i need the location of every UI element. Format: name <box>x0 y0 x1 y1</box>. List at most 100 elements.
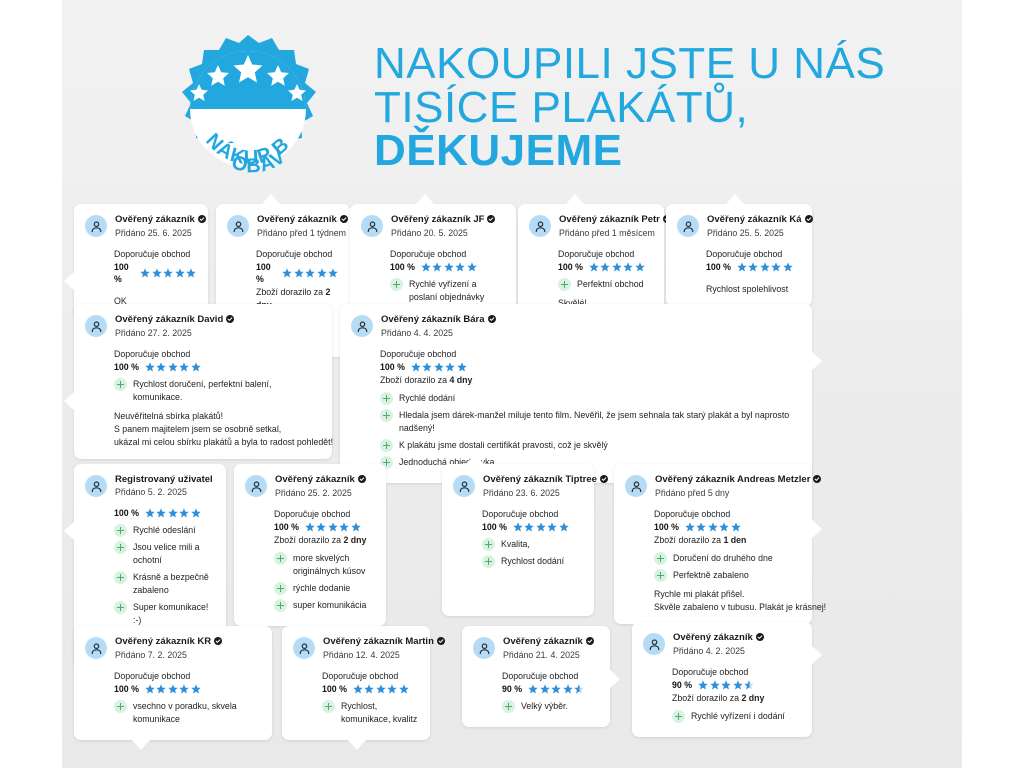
review-card[interactable]: Ověřený zákazník Přidáno 4. 2. 2025 Doporu… <box>632 622 822 737</box>
star-rating <box>282 268 338 278</box>
reviewer-meta: Ověřený zákazník Ká Přidáno 25. 5. 2025 <box>707 214 813 239</box>
user-avatar-icon <box>245 475 267 497</box>
star-icon <box>434 362 444 372</box>
review-card[interactable]: Ověřený zákazník Bára Přidáno 4. 4. 2025 D… <box>340 304 822 483</box>
review-date: Přidáno 5. 2. 2025 <box>115 487 187 497</box>
review-date: Přidáno 20. 5. 2025 <box>391 228 468 238</box>
reviewer-meta: Ověřený zákazník Přidáno 25. 6. 2025 <box>115 214 206 239</box>
rating-percent: 90 % <box>502 684 523 694</box>
star-icon <box>174 268 185 278</box>
review-date: Přidáno 27. 2. 2025 <box>115 328 192 338</box>
review-card[interactable]: Ověřený zákazník Ká Přidáno 25. 5. 2025 Do… <box>666 194 813 306</box>
pro-item: Kvalita, <box>482 538 582 551</box>
user-avatar-icon <box>529 215 551 237</box>
plus-icon <box>390 278 403 291</box>
star-rating <box>737 262 793 272</box>
reviewer-name: Ověřený zákazník JF <box>391 214 496 227</box>
review-date: Přidáno před 1 týdnem <box>257 228 346 238</box>
star-rating <box>685 522 741 532</box>
star-icon <box>168 684 178 694</box>
review-card[interactable]: Ověřený zákazník JF Přidáno 20. 5. 2025 Do… <box>350 194 516 318</box>
rating-percent: 100 % <box>654 522 679 532</box>
review-card[interactable]: Ověřený zákazník Přidáno 25. 2. 2025 Dopor… <box>234 454 386 626</box>
review-card[interactable]: Ověřený zákazník Martin Přidáno 12. 4. 20… <box>282 626 445 750</box>
pro-item: Doručení do druhého dne <box>654 552 800 565</box>
reviewer-meta: Ověřený zákazník Bára Přidáno 4. 4. 2025 <box>381 314 496 339</box>
star-icon <box>156 508 167 518</box>
star-icon <box>513 522 523 532</box>
review-card[interactable]: Ověřený zákazník David Přidáno 27. 2. 202… <box>64 304 333 459</box>
trust-badge-seal-icon: NÁKUP BEZ OBAV <box>150 32 346 202</box>
star-rating <box>589 262 645 272</box>
review-card[interactable]: Ověřený zákazník Přidáno 25. 6. 2025 Dopor… <box>64 204 208 318</box>
star-icon <box>528 684 538 694</box>
recommend-label: Doporučuje obchod <box>654 509 731 519</box>
review-card[interactable]: Ověřený zákazník Přidáno 21. 4. 2025 Dopor… <box>462 626 620 727</box>
pro-item: Perfektně zabaleno <box>654 569 800 582</box>
verified-badge-icon <box>197 215 206 227</box>
recommend-label: Doporučuje obchod <box>114 349 191 359</box>
rating-percent: 100 % <box>114 508 139 518</box>
pro-item: Velký výběr. <box>502 700 598 713</box>
review-header: Ověřený zákazník David Přidáno 27. 2. 202… <box>85 314 320 339</box>
reviewer-name: Ověřený zákazník <box>115 214 206 227</box>
review-body: Doporučuje obchod 90 % Zboží dorazilo za 2… <box>672 666 800 723</box>
pro-item: super komunikácia <box>274 599 374 612</box>
star-icon <box>731 522 741 532</box>
reviews-row: Ověřený zákazník KR Přidáno 7. 2. 2025 Dop… <box>62 622 962 750</box>
rating-percent: 100 % <box>390 262 415 272</box>
recommend-label: Doporučuje obchod <box>274 509 351 519</box>
recommend-label: Doporučuje obchod <box>706 249 783 259</box>
reviewer-meta: Ověřený zákazník Přidáno 4. 2. 2025 <box>673 632 764 657</box>
pro-item: vsechno v poradku, skvela komunikace <box>114 700 260 726</box>
recommend-label: Doporučuje obchod <box>672 667 749 677</box>
star-icon <box>612 262 622 272</box>
star-icon <box>145 362 155 372</box>
recommend-label: Doporučuje obchod <box>502 671 579 681</box>
star-icon <box>600 262 611 272</box>
star-icon <box>748 262 759 272</box>
reviewer-meta: Ověřený zákazník KR Přidáno 7. 2. 2025 <box>115 636 223 661</box>
pro-item: Jsou velice mili a ochotní <box>114 541 214 567</box>
review-note: Rychle mi plakát přišel. Skvěle zabaleno … <box>654 588 827 614</box>
star-icon <box>547 522 558 532</box>
verified-badge-icon <box>487 215 496 227</box>
review-date: Přidáno 4. 2. 2025 <box>673 646 745 656</box>
star-icon <box>708 522 718 532</box>
pros-list: vsechno v poradku, skvela komunikace <box>114 700 260 726</box>
pros-list: Rychlost, komunikace, kvalitz <box>322 700 418 726</box>
star-half-icon <box>574 684 584 694</box>
user-avatar-icon <box>453 475 475 497</box>
star-rating <box>145 684 201 694</box>
review-card[interactable]: Ověřený zákazník Petr Přidáno před 1 měsí… <box>518 194 671 320</box>
speech-bubble-tail <box>64 522 74 540</box>
verified-badge-icon <box>339 215 348 227</box>
speech-bubble-tail <box>726 194 744 204</box>
star-icon <box>421 262 431 272</box>
star-icon <box>191 684 201 694</box>
star-half-icon <box>744 680 754 690</box>
star-icon <box>685 522 695 532</box>
review-card[interactable]: Ověřený zákazník Andreas Metzler Přidáno … <box>614 464 827 624</box>
star-icon <box>524 522 535 532</box>
page-title: NAKOUPILI JSTE U NÁS TISÍCE PLAKÁTŮ, DĚK… <box>374 42 934 173</box>
star-icon <box>635 262 645 272</box>
verified-badge-icon <box>599 475 608 487</box>
pro-text: Rychlé odeslání <box>133 525 196 535</box>
review-text: OK <box>114 296 127 306</box>
reviewer-meta: Ověřený zákazník Petr Přidáno před 1 měsí… <box>559 214 671 239</box>
star-icon <box>536 522 546 532</box>
plus-icon <box>380 392 393 405</box>
review-header: Ověřený zákazník Andreas Metzler Přidáno … <box>625 474 822 499</box>
review-card[interactable]: Ověřený zákazník KR Přidáno 7. 2. 2025 Dop… <box>74 626 272 750</box>
review-card[interactable]: Ověřený zákazník Tiptree Přidáno 23. 6. 2… <box>442 454 608 616</box>
rating-percent: 100 % <box>114 262 129 284</box>
star-icon <box>145 684 155 694</box>
plus-icon <box>654 569 667 582</box>
star-icon <box>551 684 561 694</box>
reviewer-name: Ověřený zákazník Tiptree <box>483 474 608 487</box>
note-line: Skvěle zabaleno v tubusu. Plakát je krás… <box>654 602 827 612</box>
reviewer-name: Ověřený zákazník <box>673 632 764 645</box>
star-icon <box>696 522 707 532</box>
pro-text: Rychlé vyřízení i dodání <box>691 711 785 721</box>
